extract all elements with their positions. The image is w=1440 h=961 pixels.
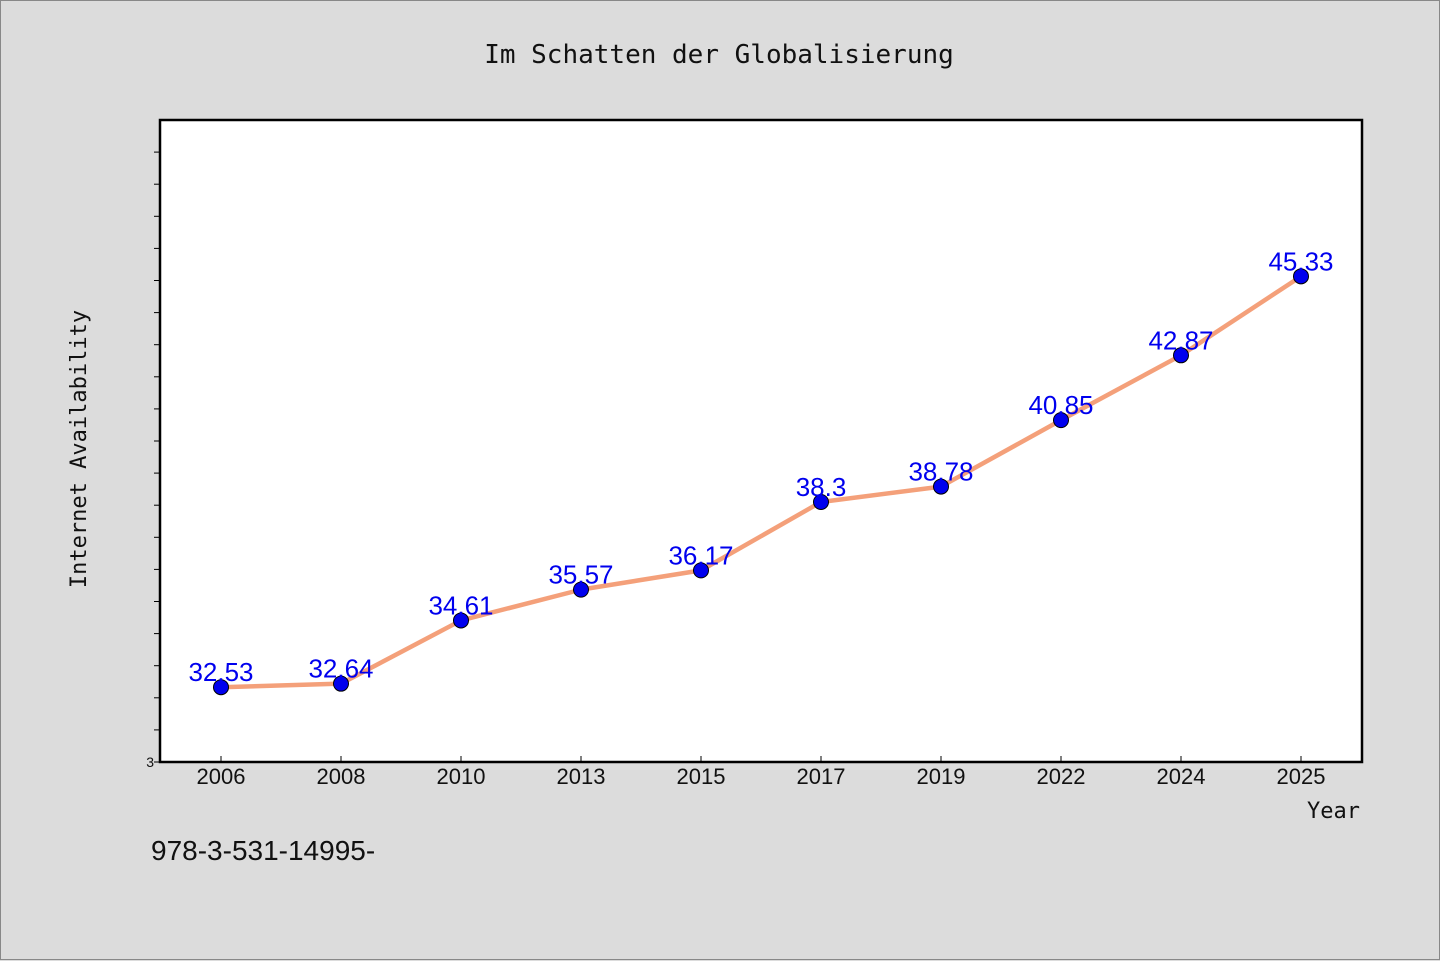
y-axis-label: Internet Availability: [67, 310, 92, 588]
data-point: [1053, 412, 1069, 429]
y-tick-label: 3: [146, 754, 154, 770]
data-point: [933, 478, 949, 495]
x-tick-label: 2017: [797, 764, 846, 789]
x-tick-label: 2008: [317, 764, 366, 789]
data-label: 45.33: [1268, 246, 1333, 276]
y-axis-ticks: 3: [146, 151, 160, 770]
x-tick-label: 2015: [677, 764, 726, 789]
data-point: [573, 581, 589, 598]
data-label: 35.57: [548, 560, 613, 590]
x-tick-label: 2013: [557, 764, 606, 789]
x-axis-ticks: 2006 2008 2010 2013 2015 2017 2019 2022 2024 2025: [197, 756, 1326, 789]
plot-area: [158, 118, 1364, 764]
data-label: 38.78: [908, 457, 973, 487]
x-axis-label: Year: [1307, 799, 1360, 824]
x-tick-label: 2010: [437, 764, 486, 789]
data-label: 38.3: [796, 472, 847, 502]
x-tick-label: 2006: [197, 764, 246, 789]
data-label: 34.61: [428, 590, 493, 620]
data-point: [813, 493, 829, 510]
data-point: [333, 675, 349, 692]
data-point: [453, 612, 469, 629]
series-line: [218, 274, 1304, 690]
x-tick-label: 2025: [1277, 764, 1326, 789]
data-label: 36.17: [668, 540, 733, 570]
x-tick-label: 2024: [1157, 764, 1206, 789]
series-markers: [213, 268, 1309, 696]
data-point: [213, 679, 229, 696]
data-label: 40.85: [1028, 390, 1093, 420]
data-point: [1173, 347, 1189, 364]
data-label: 32.53: [188, 657, 253, 687]
x-tick-label: 2022: [1037, 764, 1086, 789]
footnote-isbn: 978-3-531-14995-: [151, 835, 376, 866]
data-point: [1293, 268, 1309, 285]
data-label: 42.87: [1148, 325, 1213, 355]
data-point: [693, 562, 709, 579]
chart-title: Im Schatten der Globalisierung: [484, 40, 954, 70]
data-label: 32.64: [308, 654, 373, 684]
x-tick-label: 2019: [917, 764, 966, 789]
data-labels: 32.53 32.64 34.61 35.57 36.17 38.3 38.78 40.85 4…: [188, 246, 1333, 687]
